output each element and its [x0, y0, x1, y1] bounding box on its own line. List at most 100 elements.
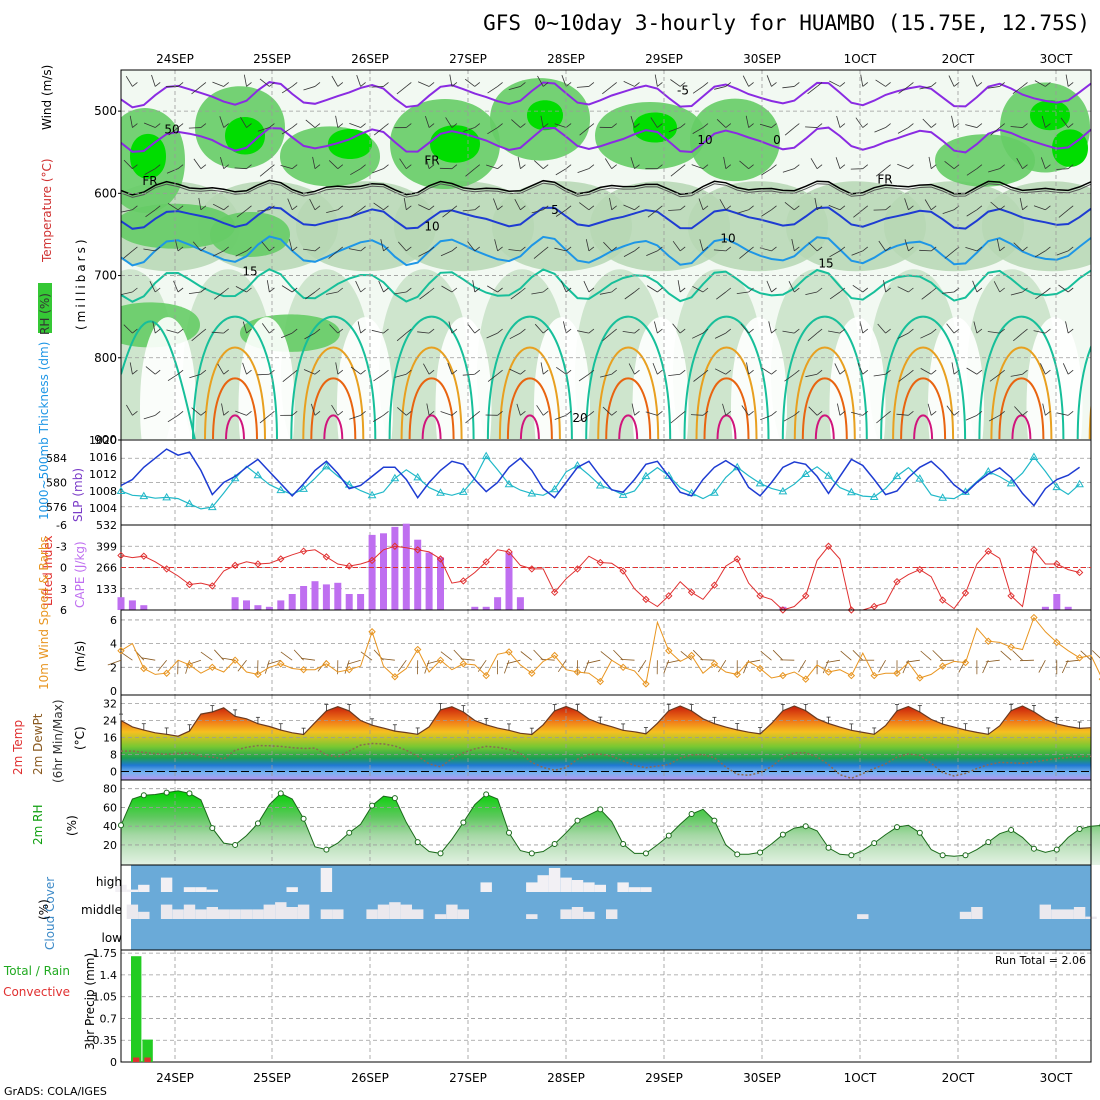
wind-barb — [191, 86, 202, 95]
wind-barb-flag — [565, 164, 572, 169]
wind-barb — [579, 127, 590, 136]
wind10m-line-marker — [1053, 638, 1061, 647]
wind-barb-flag — [1045, 369, 1051, 375]
wind-barb — [467, 323, 476, 334]
x-label-top: 27SEP — [449, 52, 487, 66]
rh2m-line-marker — [460, 819, 467, 826]
wind-barb-flag — [565, 123, 572, 128]
cloud-mid-bar — [126, 904, 139, 919]
rh2m-tick: 80 — [103, 783, 117, 796]
cloud-middle: middle — [81, 903, 122, 917]
wind-barb — [397, 407, 407, 416]
wind-barb-flag — [291, 164, 298, 169]
wind-barb — [600, 373, 612, 378]
wind-barb-flag — [908, 164, 914, 169]
wind-barb — [288, 239, 293, 251]
wind-barb-flag — [794, 82, 800, 87]
isotherm-10 — [121, 235, 1091, 267]
wind-barb — [220, 156, 225, 169]
thickness-line — [120, 448, 1081, 507]
lifted-index-line-marker — [254, 560, 262, 568]
wind-barb — [419, 291, 430, 300]
cape-bar — [380, 533, 387, 610]
wind10m-barb — [772, 649, 784, 661]
isotherm-freezing-2 — [121, 182, 1091, 198]
wind-barb-flag — [337, 287, 344, 293]
wind-barb-flag — [748, 205, 754, 211]
wind10m-barb — [932, 650, 943, 661]
wind-barb — [966, 168, 978, 176]
wind-barb — [1060, 117, 1069, 128]
cape-tick: 266 — [96, 562, 117, 575]
wind-barb-flag — [588, 205, 595, 211]
cloud-mid-bar — [297, 904, 310, 919]
wind10m-line-marker — [1030, 613, 1038, 622]
wind-barb — [510, 291, 521, 300]
wind-barb-flag — [953, 82, 960, 87]
wind-barb — [896, 413, 909, 416]
wind-barb — [349, 123, 361, 128]
wind10m-line-marker — [254, 670, 262, 679]
wind-barb-flag — [428, 82, 435, 87]
wind-barb — [768, 321, 772, 334]
wind-barb-flag — [679, 328, 686, 334]
rh2m-line-marker — [118, 822, 124, 829]
lifted-index-line-marker — [893, 577, 901, 586]
cloud-high-bar — [183, 887, 196, 892]
wind-barb-flag — [634, 328, 640, 334]
wind-barb — [761, 209, 772, 217]
slp-line — [120, 455, 1081, 510]
wind-barb-flag — [999, 246, 1005, 252]
wind-barb-flag — [177, 328, 184, 334]
wind-barb-flag — [542, 164, 549, 169]
thickness-tick: 580 — [46, 477, 67, 490]
wind-barb-flag — [497, 369, 503, 375]
slp-line-marker — [116, 486, 126, 494]
wind-barb — [213, 291, 224, 300]
wind10m-barb — [826, 659, 841, 663]
wind-barb-flag — [314, 205, 321, 211]
wind-barb — [741, 405, 749, 416]
isotherm-35-arch — [716, 414, 737, 439]
wind-barb-flag — [132, 164, 138, 169]
wind-barb — [257, 373, 270, 376]
wind-barb — [782, 168, 795, 173]
wind-barb — [1033, 205, 1046, 211]
wind-barb-flag — [1045, 328, 1051, 334]
upper-ytick: 800 — [94, 351, 117, 365]
wind-barb-flag — [200, 246, 207, 252]
wind-barb — [808, 406, 818, 416]
wind-barb-flag — [314, 287, 321, 293]
wind-barb — [1013, 242, 1023, 252]
wind-barb-flag — [474, 123, 481, 128]
wind-barb-flag — [177, 82, 184, 87]
slp-line-marker — [367, 490, 377, 499]
wind-barb-flag — [908, 82, 914, 87]
wind-barb — [948, 75, 955, 87]
wind-barb-flag — [474, 410, 481, 416]
wind-barb — [988, 168, 1000, 173]
wind-barb-flag — [816, 328, 823, 334]
wind-barb — [946, 405, 955, 416]
cloud-mid-bar — [389, 902, 401, 919]
rh-clear-area — [435, 317, 492, 439]
lifted-index-line-marker — [665, 592, 673, 600]
wind-barb-flag — [611, 123, 617, 128]
wind10m-barb — [264, 660, 270, 674]
wind10m-barb — [718, 659, 727, 673]
wind-barb-flag — [702, 123, 709, 128]
cape-tick: 399 — [96, 540, 117, 553]
lifted-index-line-marker — [345, 562, 353, 570]
wind-barb — [373, 373, 384, 382]
isotherm-25-arch — [204, 346, 266, 439]
wind10m-line-marker — [916, 674, 924, 682]
wind-barb-flag — [930, 287, 937, 293]
wind-barb — [281, 127, 293, 135]
wind10m-line-marker — [208, 663, 217, 672]
precip-total-label: Total / Rain — [3, 964, 70, 978]
wind-barb — [630, 157, 635, 169]
wind-barb — [331, 75, 339, 87]
wind10m-barb — [613, 649, 624, 661]
slp-line-marker — [618, 490, 628, 498]
isotherm-0-upper — [121, 126, 1091, 154]
